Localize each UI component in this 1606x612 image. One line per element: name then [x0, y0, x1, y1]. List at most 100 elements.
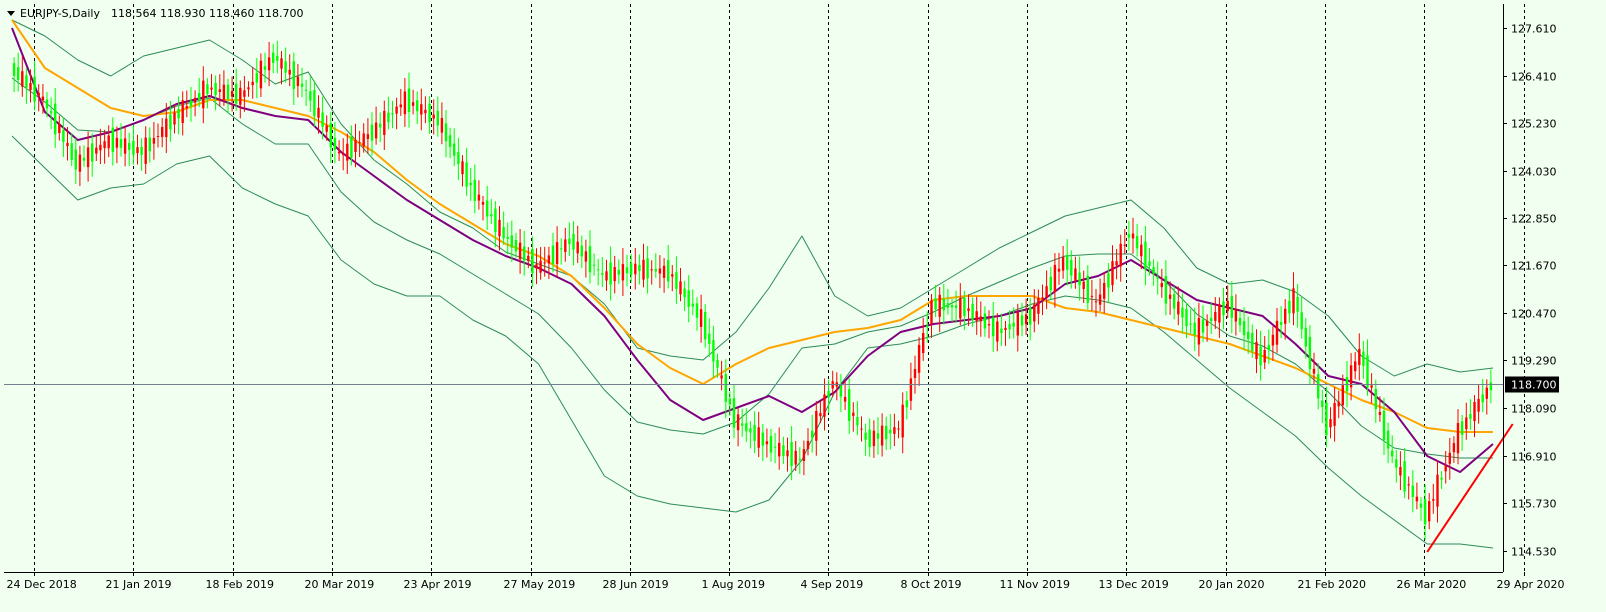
candle-body: [374, 122, 378, 139]
candle-body: [1304, 327, 1307, 347]
moving-averages: [11, 19, 1494, 473]
collapse-triangle-icon[interactable]: [7, 11, 15, 16]
candle-body: [613, 267, 616, 282]
candle-body: [1168, 294, 1172, 299]
candle-body: [584, 251, 588, 262]
candle-body: [954, 305, 958, 308]
candle-body: [337, 151, 341, 154]
candle-body: [1399, 467, 1402, 476]
date-tick-label: 29 Apr 2020: [1497, 578, 1565, 591]
candle-body: [1354, 361, 1357, 372]
trendline-layer[interactable]: [1426, 423, 1514, 553]
candle-body: [1489, 382, 1493, 391]
candle-body: [815, 411, 818, 441]
candle-body: [309, 91, 312, 101]
candle-body: [745, 423, 748, 432]
candle-body: [938, 294, 941, 317]
candle-body: [1477, 398, 1480, 412]
candle-body: [1210, 317, 1213, 322]
candle-body: [1448, 452, 1451, 464]
date-tick-label: 23 Apr 2019: [404, 578, 472, 591]
candle-body: [457, 152, 460, 164]
price-tick-label: 121.670: [1511, 260, 1557, 273]
candle-body: [926, 325, 929, 328]
candle-body: [531, 249, 534, 274]
candle-body: [1078, 272, 1081, 286]
candle-body: [123, 138, 127, 154]
candle-body: [267, 57, 271, 71]
candle-body: [1000, 328, 1003, 333]
candle-body: [243, 90, 246, 97]
price-tick-label: 120.470: [1511, 308, 1557, 321]
candle-body: [1444, 465, 1447, 472]
candle-body: [597, 269, 600, 271]
candle-body: [1456, 423, 1460, 454]
candle-body: [247, 87, 250, 90]
chart-header: EURJPY-S,Daily 118.564 118.930 118.460 1…: [7, 7, 303, 20]
candle-body: [1074, 268, 1077, 281]
candle-body: [1020, 315, 1024, 326]
candle-body: [1337, 401, 1340, 407]
candle-body: [1156, 276, 1159, 279]
candle-body: [21, 71, 24, 87]
trendline[interactable]: [1426, 423, 1514, 553]
candle-body: [161, 127, 164, 137]
candle-body: [66, 142, 69, 147]
candle-body: [1440, 477, 1443, 480]
candle-body: [453, 143, 456, 156]
candle-body: [1135, 236, 1139, 249]
candle-body: [691, 303, 694, 307]
candle-body: [189, 100, 193, 107]
candle-body: [1201, 319, 1205, 333]
candle-body: [1140, 244, 1143, 257]
candle-body: [617, 269, 620, 275]
date-tick-label: 21 Feb 2020: [1298, 578, 1366, 591]
candle-body: [1234, 309, 1238, 322]
candle-body: [1317, 374, 1320, 399]
candle-body: [1123, 244, 1126, 246]
candle-body: [1407, 484, 1410, 486]
candle-body: [819, 413, 822, 417]
candle-body: [1267, 344, 1270, 350]
candle-body: [1242, 321, 1246, 336]
candle-body: [897, 428, 900, 430]
candle-body: [424, 109, 427, 114]
candle-body: [732, 398, 736, 428]
candle-body: [185, 106, 188, 109]
candle-body: [206, 84, 209, 94]
candle-body: [86, 147, 90, 168]
candle-body: [1428, 501, 1431, 522]
candle-body: [391, 113, 394, 115]
candle-body: [358, 142, 361, 144]
candle-body: [477, 194, 481, 201]
candle-body: [1061, 256, 1065, 271]
candle-body: [383, 110, 386, 135]
candle-body: [1341, 385, 1344, 406]
candle-body: [724, 374, 727, 402]
date-tick-label: 26 Mar 2020: [1397, 578, 1467, 591]
candle-body: [1016, 312, 1019, 336]
candle-body: [880, 425, 884, 446]
candle-body: [99, 144, 102, 151]
candle-body: [494, 208, 497, 232]
candle-body: [490, 214, 493, 217]
candle-body: [218, 89, 221, 92]
candle-body: [1049, 276, 1052, 291]
candle-body: [103, 141, 106, 149]
candle-body: [987, 324, 991, 326]
candle-body: [342, 154, 345, 156]
candle-body: [913, 368, 917, 378]
candle-body: [346, 143, 349, 161]
current-price-label-text: 118.700: [1511, 379, 1557, 392]
candle-body: [379, 123, 382, 128]
candle-body: [235, 83, 238, 104]
candle-body: [922, 333, 925, 353]
candle-body: [181, 100, 184, 123]
candle-body: [1362, 351, 1365, 366]
candle-body: [864, 432, 867, 440]
candle-body: [601, 273, 604, 275]
candle-body: [95, 147, 98, 154]
candle-body: [473, 179, 476, 201]
